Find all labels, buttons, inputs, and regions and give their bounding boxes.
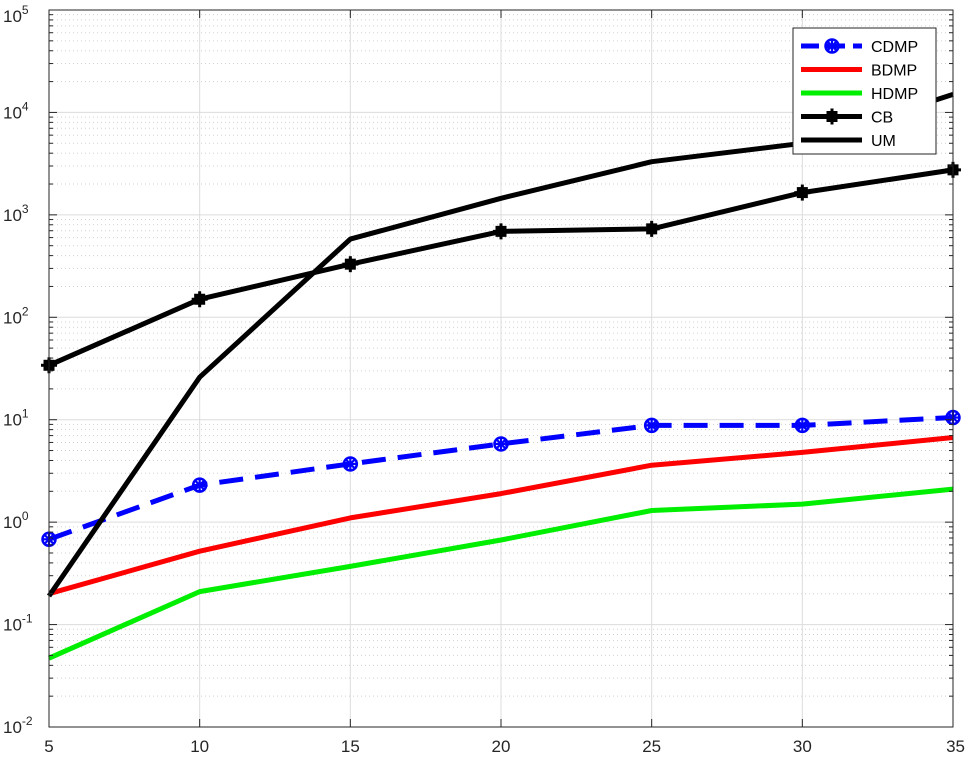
y-tick-label: 101 [3,407,29,430]
tick-marks [48,9,954,728]
cb-marker [643,220,660,237]
y-tick-label-exponent: 5 [22,3,29,17]
y-tick-label: 103 [3,202,29,225]
cb-marker [342,256,359,273]
marker-spoke [495,438,507,450]
y-tick-label-exponent: 1 [22,407,29,421]
legend-label-um: UM [871,133,896,150]
cb-marker [191,291,208,308]
series-layer [41,92,961,661]
y-tick-label-base: 10 [3,103,22,122]
y-tick-label-base: 10 [3,718,22,737]
marker-spoke [826,40,838,52]
marker-spoke [194,479,206,491]
x-tick-label: 10 [190,737,209,756]
x-tick-label: 15 [341,737,360,756]
y-tick-label-exponent: 3 [22,202,29,216]
cb-marker [794,184,811,201]
legend-label-cb: CB [871,110,893,127]
x-tick-label: 35 [946,737,965,756]
x-tick-labels: 5 10 15 20 25 30 35 [44,737,965,756]
y-tick-label-base: 10 [3,616,22,635]
y-tick-label: 105 [3,3,29,26]
y-tick-label-base: 10 [3,7,22,26]
cdmp-marker [643,417,660,434]
y-tick-label-exponent: 2 [22,304,29,318]
y-tick-label-base: 10 [3,206,22,225]
y-tick-label-exponent: 0 [22,509,29,523]
legend-label-cdmp: CDMP [871,39,918,56]
marker-spoke [796,420,808,431]
x-tick-label: 20 [492,737,511,756]
y-tick-label: 104 [3,99,29,122]
y-tick-label-base: 10 [3,308,22,327]
y-tick-label-base: 10 [3,411,22,430]
cdmp-marker [493,436,509,452]
x-tick-label: 25 [642,737,661,756]
cb-marker [824,108,840,125]
series-bdmp-line [48,435,954,597]
legend-item-um: UM [801,133,896,150]
legend-item-cb: CB [801,108,893,127]
marker-spoke [646,420,658,431]
y-tick-label-exponent: -1 [22,612,33,626]
legend-label-bdmp: BDMP [871,63,917,80]
cb-marker [493,223,509,240]
y-tick-label: 100 [3,509,29,532]
y-tick-label: 10-2 [3,714,33,737]
series-hdmp-line [47,486,954,661]
legend-item-bdmp: BDMP [801,63,917,80]
cdmp-marker [824,38,840,54]
legend-item-hdmp: HDMP [801,86,918,103]
x-tick-label: 5 [44,737,53,756]
cdmp-marker [794,417,811,434]
cdmp-marker [191,477,208,493]
y-tick-label: 10-1 [3,612,33,635]
y-tick-label-exponent: 4 [22,99,29,113]
legend-label-hdmp: HDMP [871,86,918,103]
y-tick-label-exponent: -2 [22,714,33,728]
legend-box [792,27,937,155]
y-tick-label-base: 10 [3,513,22,532]
legend: CDMP BDMP HDMP CB UM [792,27,937,155]
x-tick-label: 30 [793,737,812,756]
cdmp-marker [342,456,359,472]
marker-spoke [344,458,356,470]
legend-item-cdmp: CDMP [801,38,918,56]
y-tick-label: 102 [3,304,29,327]
